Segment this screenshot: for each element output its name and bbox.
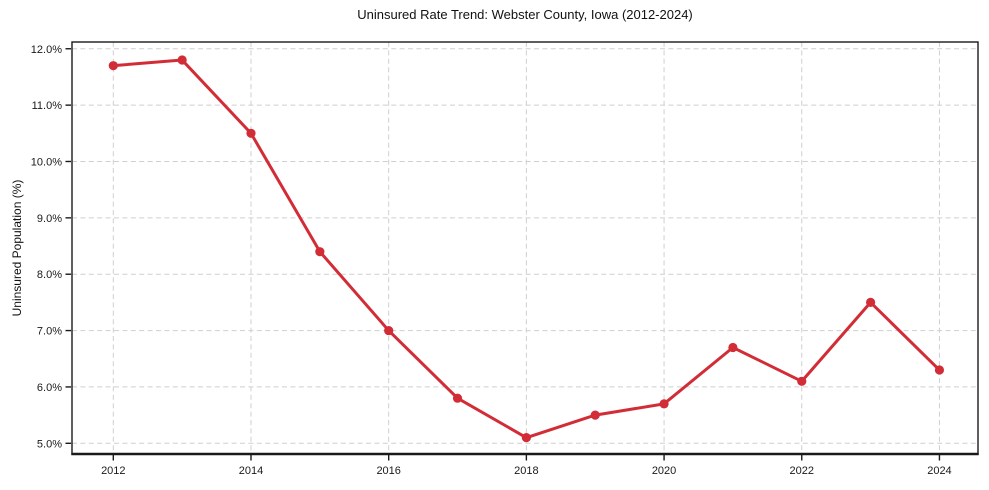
data-point [728,342,738,353]
x-tick-label: 2024 [927,465,951,477]
data-point [659,399,669,409]
y-tick-label: 5.0% [37,438,62,450]
y-tick-label: 9.0% [37,213,62,225]
x-tick-label: 2016 [376,465,400,477]
chart-title: Uninsured Rate Trend: Webster County, Io… [357,7,693,22]
y-tick-label: 12.0% [31,44,62,56]
y-tick-label: 8.0% [37,269,62,281]
y-tick-label: 6.0% [37,382,62,394]
data-point [246,128,256,138]
data-point [452,393,463,403]
data-point [590,410,600,420]
data-point [797,376,807,386]
x-tick-label: 2018 [514,465,538,477]
x-tick-label: 2014 [239,465,263,477]
data-point [177,55,187,65]
y-tick-label: 10.0% [31,156,62,168]
data-point [521,433,531,443]
y-tick-label: 11.0% [32,100,63,112]
data-point [934,365,945,375]
x-tick-label: 2012 [101,465,125,477]
data-point [866,297,876,307]
y-tick-label: 7.0% [37,326,62,338]
x-tick-label: 2022 [790,465,814,477]
plot-border [71,41,979,455]
x-tick-label: 2020 [652,465,676,477]
data-point [108,61,118,71]
data-point [384,325,394,336]
data-point [315,247,325,257]
